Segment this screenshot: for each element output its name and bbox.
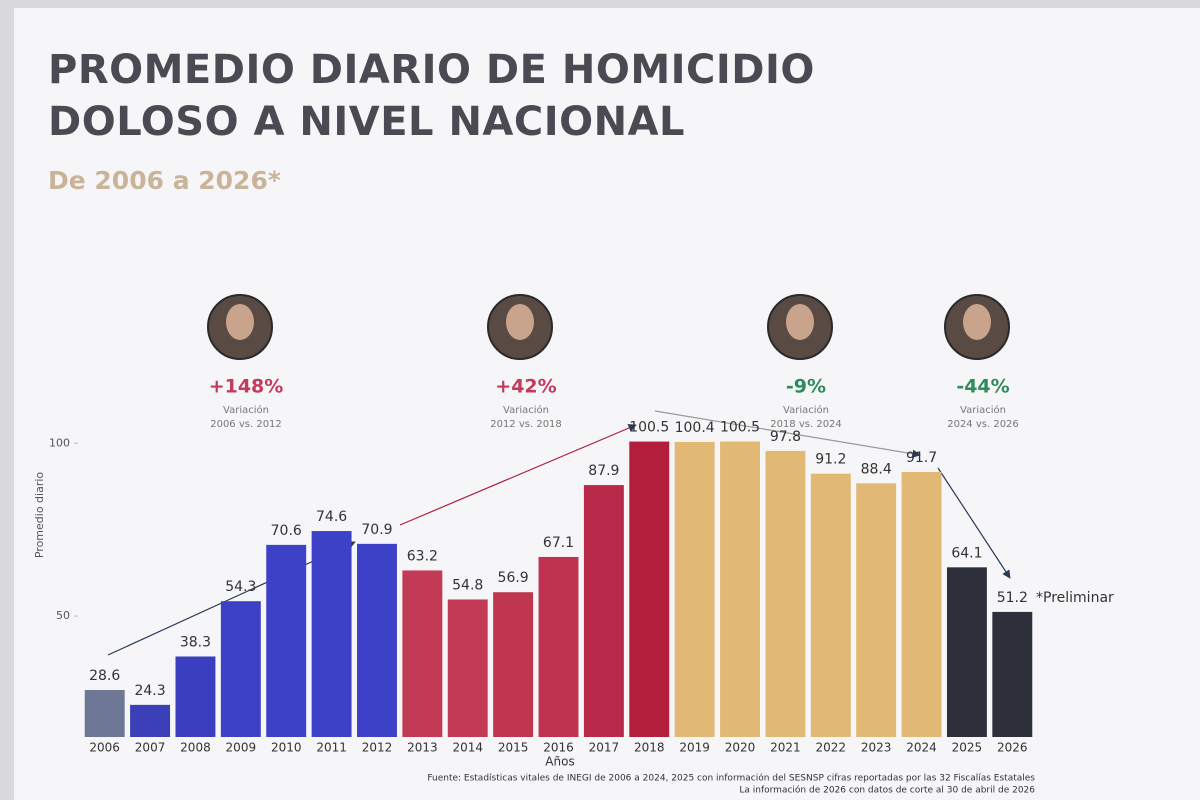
x-tick-label: 2026 xyxy=(997,741,1028,755)
x-tick-label: 2025 xyxy=(952,741,983,755)
annotation: +148% Variación 2006 vs. 2012 xyxy=(207,294,284,430)
x-tick-label: 2020 xyxy=(725,741,756,755)
value-label: 97.8 xyxy=(770,429,801,445)
portrait-face xyxy=(786,304,814,340)
variation-value: +42% xyxy=(495,376,556,398)
portrait-face xyxy=(226,304,254,340)
bar xyxy=(946,567,987,737)
x-tick-label: 2007 xyxy=(135,741,166,755)
annotation: -44% Variación 2024 vs. 2026 xyxy=(944,294,1019,430)
value-label: 74.6 xyxy=(316,509,347,525)
bar xyxy=(130,704,171,737)
bar xyxy=(266,544,307,737)
value-label: 54.8 xyxy=(452,577,483,593)
portrait-face xyxy=(963,304,991,340)
x-tick-label: 2019 xyxy=(679,741,710,755)
chart-title: PROMEDIO DIARIO DE HOMICIDIO DOLOSO A NI… xyxy=(48,47,815,145)
x-tick-label: 2008 xyxy=(180,741,211,755)
bar xyxy=(175,656,216,737)
annotation: +42% Variación 2012 vs. 2018 xyxy=(487,294,562,430)
value-label: 91.7 xyxy=(906,450,937,466)
bar xyxy=(357,543,397,737)
variation-value: +148% xyxy=(209,376,284,398)
value-label: 24.3 xyxy=(134,683,165,699)
variation-label: Variación xyxy=(960,404,1006,416)
variation-period: 2012 vs. 2018 xyxy=(490,419,562,430)
variation-label: Variación xyxy=(783,404,829,416)
value-label: 91.2 xyxy=(815,452,846,468)
value-label: 70.9 xyxy=(361,522,392,538)
bar xyxy=(84,690,125,737)
x-tick-label: 2009 xyxy=(226,741,257,755)
x-tick-label: 2017 xyxy=(589,741,620,755)
bar xyxy=(810,473,851,737)
variation-period: 2024 vs. 2026 xyxy=(947,419,1019,430)
variation-period: 2018 vs. 2024 xyxy=(770,419,842,430)
bar xyxy=(674,441,715,737)
bar xyxy=(992,611,1033,737)
source: Fuente: Estadísticas vitales de INEGI de… xyxy=(427,773,1035,784)
bar xyxy=(629,441,670,737)
bar xyxy=(402,570,443,737)
y-tick-label: 100 xyxy=(49,436,70,449)
x-tick-label: 2010 xyxy=(271,741,302,755)
value-label: 38.3 xyxy=(180,634,211,650)
x-tick-label: 2006 xyxy=(89,741,120,755)
variation-label: Variación xyxy=(223,404,269,416)
variation-value: -9% xyxy=(786,376,826,398)
value-label: 100.5 xyxy=(720,420,760,436)
x-tick-label: 2021 xyxy=(770,741,801,755)
value-label: 100.4 xyxy=(675,420,715,436)
x-tick-label: 2012 xyxy=(362,741,393,755)
x-tick-label: 2022 xyxy=(816,741,847,755)
value-label: 51.2 xyxy=(997,590,1028,606)
value-label: 28.6 xyxy=(89,668,120,684)
variation-value: -44% xyxy=(956,376,1009,398)
x-tick-label: 2018 xyxy=(634,741,665,755)
value-label: 100.5 xyxy=(629,420,669,436)
value-label: 64.1 xyxy=(951,545,982,561)
bar xyxy=(901,471,942,737)
bar xyxy=(856,483,897,737)
x-axis-label: Años xyxy=(545,755,574,769)
annotation: -9% Variación 2018 vs. 2024 xyxy=(767,294,842,430)
variation-period: 2006 vs. 2012 xyxy=(210,419,282,430)
x-tick-label: 2011 xyxy=(316,741,347,755)
y-axis-label: Promedio diario xyxy=(33,472,46,559)
bar xyxy=(538,556,579,737)
y-tick-label: 50 xyxy=(56,609,70,622)
bar xyxy=(583,485,624,737)
value-label: 63.2 xyxy=(407,548,438,564)
x-tick-label: 2013 xyxy=(407,741,438,755)
value-label: 87.9 xyxy=(588,463,619,479)
footnote: *Preliminar xyxy=(1036,590,1114,606)
chart-subtitle: De 2006 a 2026* xyxy=(48,166,281,195)
value-label: 67.1 xyxy=(543,535,574,551)
bar xyxy=(311,531,352,737)
bar xyxy=(765,450,806,737)
x-tick-label: 2016 xyxy=(543,741,574,755)
x-tick-label: 2024 xyxy=(906,741,937,755)
x-tick-label: 2015 xyxy=(498,741,529,755)
value-label: 70.6 xyxy=(271,523,302,539)
bar xyxy=(447,599,488,737)
x-tick-label: 2023 xyxy=(861,741,892,755)
value-label: 88.4 xyxy=(861,461,892,477)
value-label: 54.3 xyxy=(225,579,256,595)
source: La información de 2026 con datos de cort… xyxy=(739,785,1035,796)
bar xyxy=(720,441,760,737)
variation-label: Variación xyxy=(503,404,549,416)
portrait-face xyxy=(506,304,534,340)
bar xyxy=(493,592,534,737)
x-tick-label: 2014 xyxy=(452,741,483,755)
value-label: 56.9 xyxy=(498,570,529,586)
bar xyxy=(220,601,261,737)
